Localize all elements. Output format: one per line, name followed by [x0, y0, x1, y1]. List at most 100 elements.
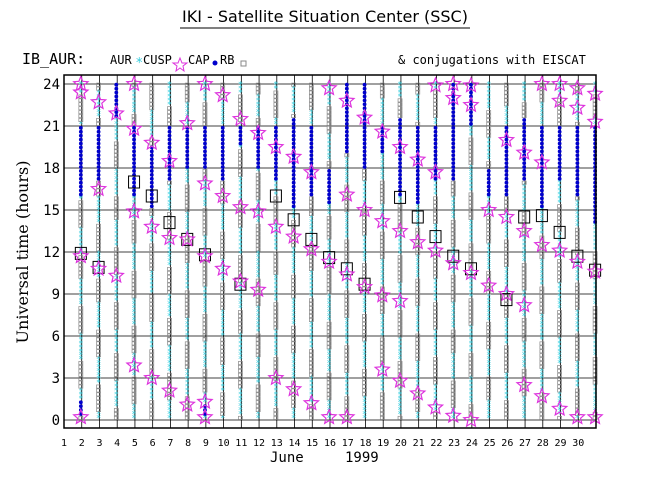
- rb-point: [468, 149, 474, 154]
- rb-point: [238, 165, 243, 169]
- aur-point: *: [238, 187, 243, 197]
- aur-point: *: [291, 296, 296, 306]
- aur-point: *: [238, 300, 243, 310]
- aur-point: *: [469, 124, 474, 134]
- rb-point: [238, 263, 243, 267]
- rb-point: [273, 270, 279, 275]
- rb-point: [291, 333, 296, 338]
- x-tick-label: 12: [253, 438, 265, 449]
- aur-point: *: [416, 363, 421, 373]
- cap-point: [557, 176, 562, 181]
- cap-point: [78, 180, 83, 185]
- cap-point: [522, 137, 527, 142]
- cusp-point: [568, 408, 587, 425]
- cusp-point: [231, 198, 250, 215]
- cap-point: [415, 184, 420, 189]
- rb-point: [379, 345, 385, 350]
- aur-point: *: [150, 108, 155, 118]
- rb-point: [326, 165, 332, 169]
- aur-point: *: [114, 179, 119, 189]
- aur-point: *: [327, 402, 332, 412]
- cap-point: [362, 98, 367, 103]
- aur-point: *: [79, 296, 84, 306]
- aur-point: *: [185, 273, 190, 283]
- rb-point: [113, 263, 119, 267]
- aur-point: *: [274, 339, 279, 349]
- rb-point: [113, 306, 119, 311]
- rb-point: [433, 412, 438, 416]
- cusp-point: [143, 217, 161, 235]
- aur-point: *: [486, 89, 491, 99]
- rb-point: [486, 376, 492, 381]
- rb-point: [557, 310, 562, 315]
- aur-point: *: [238, 292, 243, 302]
- rb-point: [149, 266, 155, 271]
- x-tick-label: 20: [395, 438, 407, 449]
- cap-point: [557, 172, 562, 177]
- aur-point: *: [96, 371, 101, 381]
- cap-point: [167, 145, 172, 150]
- track-day-10: ***************************************: [231, 81, 250, 420]
- rb-point: [149, 141, 155, 146]
- aur-point: *: [451, 269, 456, 279]
- aur-point: *: [185, 324, 190, 334]
- rb-point: [397, 364, 403, 369]
- aur-point: *: [345, 383, 350, 393]
- rb-point: [415, 408, 421, 413]
- cap-point: [238, 129, 243, 134]
- rb-point: [486, 110, 492, 115]
- rb-point: [326, 219, 332, 224]
- conjugation-box: [269, 189, 282, 203]
- cap-point: [327, 184, 332, 189]
- track-day-1: *****************************: [72, 74, 90, 425]
- cap-point: [309, 161, 314, 166]
- cap-point: [291, 184, 296, 189]
- cusp-point: [143, 368, 161, 386]
- cap-point: [309, 153, 314, 158]
- aur-point: *: [504, 269, 509, 279]
- rb-point: [220, 404, 226, 409]
- rb-point: [167, 223, 172, 228]
- conjugation-box: [323, 251, 336, 265]
- aur-point: *: [132, 320, 137, 330]
- cap-point: [327, 169, 332, 173]
- rb-point: [220, 255, 226, 260]
- aur-point: *: [238, 339, 243, 349]
- rb-point: [167, 325, 172, 330]
- rb-point: [309, 415, 314, 420]
- aur-point: *: [504, 120, 509, 130]
- rb-point: [309, 106, 314, 111]
- cap-point: [203, 141, 207, 146]
- aur-point: *: [167, 206, 172, 216]
- rb-point: [78, 200, 84, 205]
- cap-point: [486, 176, 491, 181]
- rb-point: [184, 192, 190, 197]
- aur-point: *: [327, 363, 332, 373]
- rb-point: [220, 200, 226, 205]
- cusp-point: [338, 265, 356, 282]
- rb-point: [504, 98, 509, 103]
- rb-point: [167, 110, 172, 115]
- aur-point: *: [522, 402, 527, 412]
- cap-point: [256, 153, 261, 158]
- x-tick-label: 28: [537, 438, 549, 449]
- aur-point: *: [114, 402, 119, 412]
- aur-point: *: [398, 304, 403, 314]
- cusp-point: [267, 368, 285, 386]
- aur-point: *: [575, 316, 580, 326]
- aur-point: *: [486, 312, 491, 322]
- aur-point: *: [557, 410, 562, 420]
- cap-point: [96, 157, 101, 162]
- rb-point: [167, 333, 172, 338]
- aur-point: *: [79, 292, 84, 302]
- rb-point: [433, 314, 438, 318]
- rb-point: [149, 90, 155, 95]
- aur-point: *: [185, 167, 190, 177]
- aur-point: *: [362, 359, 367, 369]
- cap-point: [309, 133, 314, 138]
- aur-point: *: [79, 238, 84, 248]
- rb-point: [309, 412, 314, 416]
- aur-point: *: [274, 230, 279, 240]
- aur-point: *: [522, 89, 527, 99]
- rb-point: [149, 412, 155, 416]
